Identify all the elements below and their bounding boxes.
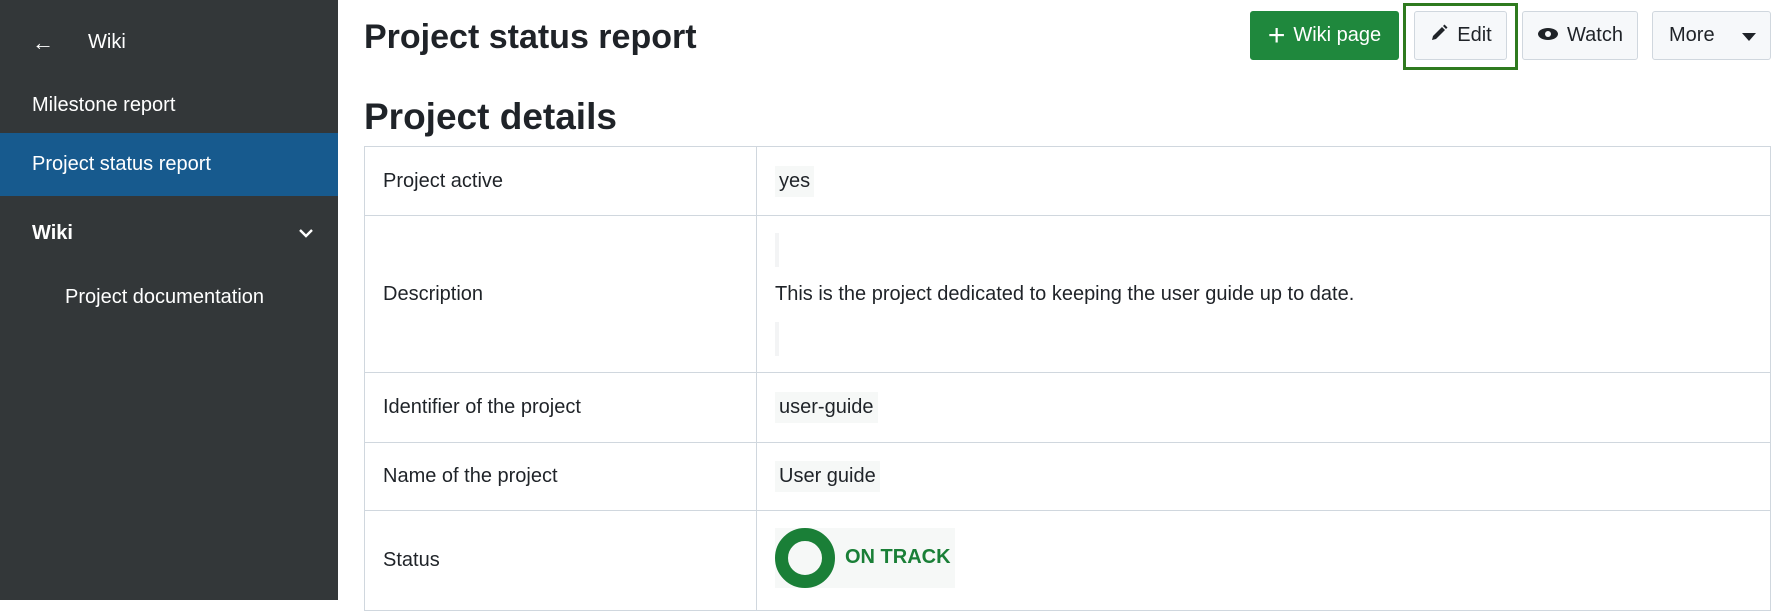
detail-value: user-guide: [775, 392, 878, 423]
table-row: Description This is the project dedicate…: [364, 215, 1771, 373]
detail-key: Project active: [364, 146, 757, 216]
status-ring-icon: [775, 527, 835, 588]
page-title: Project status report: [364, 18, 697, 56]
eye-icon: [1537, 24, 1559, 47]
table-row: Identifier of the project user-guide: [364, 372, 1771, 443]
sidebar-item-label: Wiki: [32, 222, 73, 244]
table-row: Project active yes: [364, 146, 1771, 216]
detail-value: This is the project dedicated to keeping…: [775, 282, 1355, 305]
detail-value: User guide: [775, 461, 880, 492]
status-badge: ON TRACK: [775, 527, 955, 588]
chevron-down-icon[interactable]: [298, 222, 314, 245]
detail-key: Description: [364, 215, 757, 373]
blank-line: [775, 232, 779, 267]
button-label: Edit: [1457, 24, 1492, 46]
arrow-left-icon: ←: [32, 29, 54, 55]
add-wiki-page-button[interactable]: + Wiki page: [1250, 11, 1399, 60]
sidebar-item-project-status-report[interactable]: Project status report: [0, 133, 338, 196]
plus-icon: +: [1267, 18, 1286, 52]
sidebar-item-milestone-report[interactable]: Milestone report: [0, 74, 338, 137]
pencil-icon: [1429, 23, 1449, 49]
sidebar-back-label: Wiki: [88, 31, 126, 53]
detail-key: Identifier of the project: [364, 372, 757, 443]
detail-value: yes: [775, 165, 815, 197]
focus-highlight: [1403, 3, 1518, 70]
watch-button[interactable]: Watch: [1522, 11, 1638, 60]
blank-line: [775, 321, 779, 356]
button-label: More: [1669, 24, 1715, 46]
table-row: Status ON TRACK: [364, 510, 1771, 611]
sidebar: ← Wiki Milestone report Project status r…: [0, 0, 338, 600]
section-title: Project details: [364, 96, 617, 137]
edit-button[interactable]: Edit: [1414, 11, 1507, 60]
sidebar-item-label: Project status report: [32, 153, 211, 175]
button-label: Watch: [1567, 24, 1623, 46]
sidebar-item-project-documentation[interactable]: Project documentation: [0, 266, 338, 329]
sidebar-back-link[interactable]: ← Wiki: [0, 11, 338, 74]
sidebar-item-label: Project documentation: [65, 286, 265, 308]
project-details-table: Project active yes Description This is t…: [364, 146, 1771, 611]
detail-key: Name of the project: [364, 442, 757, 511]
more-dropdown-button[interactable]: More: [1652, 11, 1771, 60]
detail-key: Status: [364, 510, 757, 611]
table-row: Name of the project User guide: [364, 442, 1771, 511]
button-label: Wiki page: [1293, 24, 1382, 46]
sidebar-item-wiki[interactable]: Wiki: [0, 202, 338, 265]
caret-down-icon: [1742, 24, 1756, 47]
sidebar-item-label: Milestone report: [32, 94, 176, 116]
status-label: ON TRACK: [845, 546, 951, 568]
